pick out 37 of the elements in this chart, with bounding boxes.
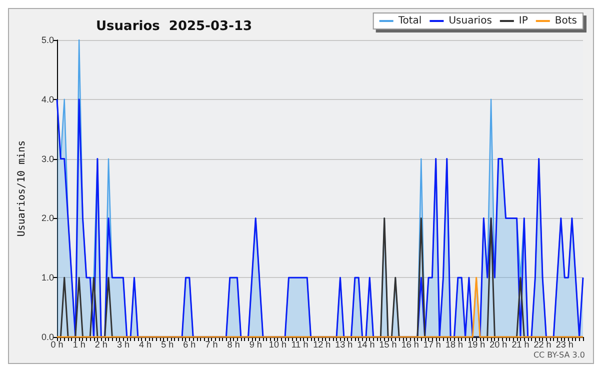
y-tick-label: 2.0 [41,213,54,224]
legend-label: Usuarios [448,16,492,26]
x-tick-label: 4 h [139,340,152,350]
legend-label: Total [397,16,422,26]
x-tick-label: 14 h [357,340,375,350]
y-tick-label: 5.0 [41,35,54,45]
x-tick-label: 11 h [291,340,308,350]
x-tick-label: 17 h [423,340,441,350]
x-tick-label: 7 h [205,340,218,350]
x-tick-label: 23 h [556,340,574,350]
x-tick-label: 16 h [401,340,419,350]
x-tick-label: 13 h [335,340,353,350]
x-tick-label: 10 h [268,340,286,350]
x-tick-label: 1 h [72,340,86,350]
x-tick-label: 8 h [227,340,240,350]
x-tick-label: 22 h [534,340,552,350]
x-tick-label: 12 h [313,340,331,350]
x-tick-label: 0 h [50,340,64,350]
y-tick-label: 1.0 [41,272,54,283]
x-tick-label: 18 h [445,340,464,350]
x-tick-label: 15 h [379,340,397,350]
x-tick-label: 21 h [512,340,530,350]
y-tick-label: 3.0 [41,154,54,164]
y-tick-label: 0.0 [41,332,54,342]
text: CC BY-SA 3.0 [533,350,586,360]
y-axis-title: Usuarios/10 mins [16,140,28,237]
legend-label: IP [518,16,528,26]
x-tick-label: 20 h [490,340,508,350]
legend-label: Bots [554,16,577,26]
x-tick-label: 6 h [183,340,196,350]
x-tick-label: 5 h [161,340,174,350]
x-tick-label: 19 h [468,340,486,350]
x-tick-label: 3 h [116,340,130,350]
x-tick-label: 9 h [249,340,262,350]
x-tick-label: 2 h [94,340,108,350]
chart-title: Usuarios 2025-03-13 [96,19,252,34]
y-tick-label: 4.0 [41,94,54,104]
